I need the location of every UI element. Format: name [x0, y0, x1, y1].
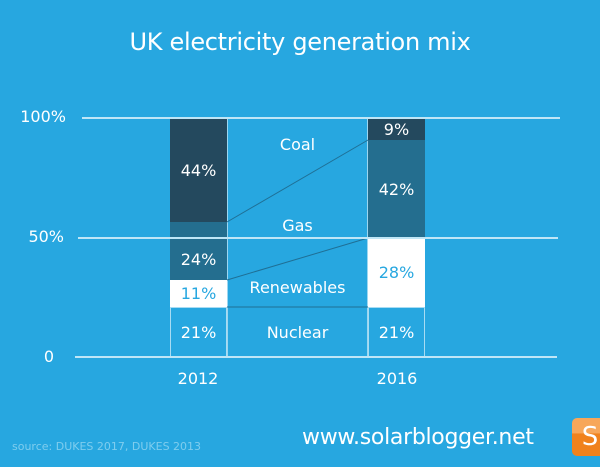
label-nuclear: Nuclear — [266, 323, 329, 342]
seg-2016-gas: 42% — [368, 140, 425, 238]
value-2012-coal: 44% — [180, 160, 217, 180]
label-gas: Gas — [282, 216, 313, 235]
gridline-50 — [78, 237, 558, 239]
bar-2012: 44% 24% 11% 21% — [170, 118, 227, 357]
y-tick-50: 50% — [28, 227, 64, 246]
value-2012-gas: 24% — [180, 249, 217, 269]
seg-2016-coal: 9% — [368, 118, 425, 140]
value-2012-nuclear: 21% — [180, 322, 217, 342]
seg-2016-renewables: 28% — [368, 238, 425, 307]
y-tick-100: 100% — [20, 107, 66, 126]
gridline-100 — [82, 117, 560, 119]
x-label-2012: 2012 — [177, 369, 219, 388]
site-link[interactable]: www.solarblogger.net — [302, 425, 534, 450]
label-renewables: Renewables — [249, 278, 346, 297]
seg-2012-coal: 44% — [170, 118, 227, 222]
gridline-0 — [75, 356, 557, 358]
seg-2016-nuclear: 21% — [368, 307, 425, 357]
x-label-2016: 2016 — [376, 369, 418, 388]
source-note: source: DUKES 2017, DUKES 2013 — [12, 440, 202, 453]
y-tick-0: 0 — [43, 347, 54, 366]
value-2012-renewables: 11% — [180, 284, 217, 303]
chart-title: UK electricity generation mix — [129, 28, 471, 56]
label-coal: Coal — [279, 135, 316, 154]
value-2016-coal: 9% — [383, 119, 410, 139]
value-2016-nuclear: 21% — [378, 322, 415, 342]
seg-2012-renewables: 11% — [170, 280, 227, 307]
value-2016-renewables: 28% — [378, 263, 415, 282]
logo-letter: S — [581, 422, 599, 452]
bar-2016: 9% 42% 28% 21% — [368, 118, 425, 357]
value-2016-gas: 42% — [378, 179, 415, 199]
solarblogger-logo-icon: S — [572, 418, 600, 456]
seg-2012-gas: 24% — [170, 222, 227, 280]
